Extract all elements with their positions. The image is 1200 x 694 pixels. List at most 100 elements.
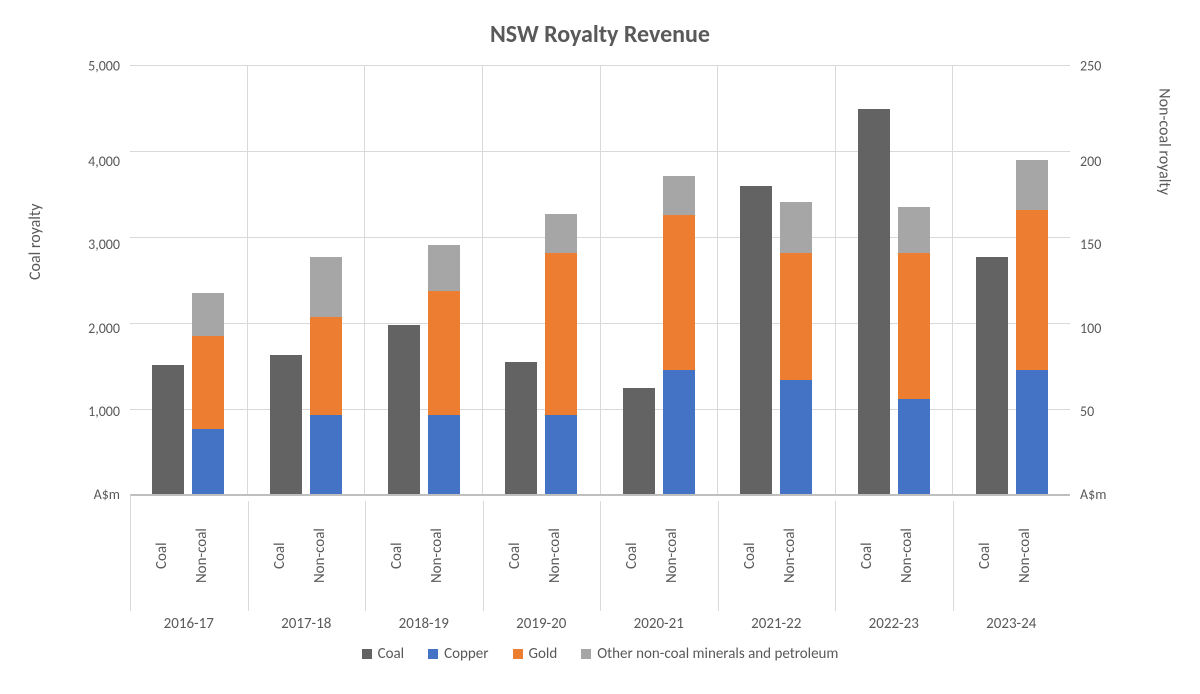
gold-segment bbox=[545, 253, 577, 415]
noncoal-bar bbox=[428, 245, 460, 494]
coal-bar bbox=[623, 388, 655, 494]
year-label: 2018-19 bbox=[365, 615, 483, 633]
y-left-tick: A$m bbox=[94, 488, 120, 502]
chart-title: NSW Royalty Revenue bbox=[20, 20, 1180, 49]
x-subgroup: CoalNon-coal bbox=[954, 501, 1071, 611]
sub-label: Non-coal bbox=[546, 501, 578, 611]
y-right-tick: 50 bbox=[1080, 405, 1094, 419]
copper-segment bbox=[663, 370, 695, 494]
coal-bar bbox=[740, 186, 772, 494]
year-label: 2023-24 bbox=[953, 615, 1071, 633]
y-right-tick: 150 bbox=[1080, 238, 1101, 252]
sub-label: Coal bbox=[741, 501, 773, 611]
x-subgroup: CoalNon-coal bbox=[719, 501, 837, 611]
legend-item-gold: Gold bbox=[513, 645, 558, 663]
other-segment bbox=[1016, 160, 1048, 210]
sub-label: Non-coal bbox=[311, 501, 343, 611]
year-label: 2022-23 bbox=[835, 615, 953, 633]
year-group bbox=[953, 65, 1070, 494]
year-label: 2021-22 bbox=[718, 615, 836, 633]
x-subgroup: CoalNon-coal bbox=[484, 501, 602, 611]
sub-label: Coal bbox=[858, 501, 890, 611]
year-label: 2016-17 bbox=[130, 615, 248, 633]
copper-segment bbox=[898, 399, 930, 494]
sub-label: Coal bbox=[153, 501, 185, 611]
coal-bar bbox=[976, 257, 1008, 494]
coal-segment bbox=[270, 355, 302, 494]
coal-segment bbox=[740, 186, 772, 494]
coal-bar bbox=[152, 365, 184, 494]
noncoal-bar bbox=[663, 176, 695, 494]
legend-swatch bbox=[362, 649, 372, 659]
year-group bbox=[483, 65, 601, 494]
noncoal-bar bbox=[192, 293, 224, 494]
sub-label: Non-coal bbox=[428, 501, 460, 611]
sub-label: Non-coal bbox=[898, 501, 930, 611]
gold-segment bbox=[898, 253, 930, 399]
copper-segment bbox=[545, 415, 577, 494]
y-left-tick: 2,000 bbox=[88, 322, 120, 336]
y-left-tick: 4,000 bbox=[88, 155, 120, 169]
gold-segment bbox=[663, 215, 695, 370]
noncoal-bar bbox=[898, 207, 930, 494]
other-segment bbox=[898, 207, 930, 253]
sub-label: Coal bbox=[506, 501, 538, 611]
coal-segment bbox=[388, 325, 420, 494]
noncoal-bar bbox=[545, 214, 577, 494]
sub-label: Coal bbox=[271, 501, 303, 611]
sub-label: Coal bbox=[388, 501, 420, 611]
year-group bbox=[601, 65, 719, 494]
coal-bar bbox=[505, 362, 537, 494]
x-subgroup: CoalNon-coal bbox=[131, 501, 249, 611]
legend-swatch bbox=[428, 649, 438, 659]
coal-segment bbox=[623, 388, 655, 494]
coal-segment bbox=[152, 365, 184, 494]
chart-container: NSW Royalty Revenue Coal royalty Non-coa… bbox=[20, 20, 1180, 674]
other-segment bbox=[192, 293, 224, 336]
y-right-tick: A$m bbox=[1080, 488, 1106, 502]
x-subgroup: CoalNon-coal bbox=[601, 501, 719, 611]
sub-label: Coal bbox=[623, 501, 655, 611]
y-left-title: Coal royalty bbox=[26, 203, 45, 280]
noncoal-bar bbox=[1016, 160, 1048, 494]
legend-swatch bbox=[513, 649, 523, 659]
x-subgroup: CoalNon-coal bbox=[249, 501, 367, 611]
y-right-tick: 100 bbox=[1080, 322, 1101, 336]
other-segment bbox=[545, 214, 577, 254]
other-segment bbox=[780, 202, 812, 254]
year-label: 2017-18 bbox=[248, 615, 366, 633]
other-segment bbox=[663, 176, 695, 216]
gold-segment bbox=[428, 291, 460, 415]
gold-segment bbox=[1016, 210, 1048, 370]
sub-label: Non-coal bbox=[781, 501, 813, 611]
x-year-row: 2016-172017-182018-192019-202020-212021-… bbox=[130, 615, 1070, 633]
y-right-tick: 250 bbox=[1080, 59, 1101, 73]
coal-segment bbox=[505, 362, 537, 494]
x-subgroup: CoalNon-coal bbox=[836, 501, 954, 611]
copper-segment bbox=[192, 429, 224, 494]
legend-label: Coal bbox=[378, 645, 405, 663]
sub-label: Non-coal bbox=[1016, 501, 1048, 611]
legend-item-copper: Copper bbox=[428, 645, 488, 663]
copper-segment bbox=[310, 415, 342, 494]
other-segment bbox=[428, 245, 460, 291]
gold-segment bbox=[780, 253, 812, 380]
legend-item-coal: Coal bbox=[362, 645, 405, 663]
other-segment bbox=[310, 257, 342, 317]
y-right-tick: 200 bbox=[1080, 155, 1101, 169]
sub-label: Non-coal bbox=[663, 501, 695, 611]
y-left-tick: 3,000 bbox=[88, 238, 120, 252]
x-sublabel-row: CoalNon-coalCoalNon-coalCoalNon-coalCoal… bbox=[130, 495, 1070, 611]
year-group bbox=[836, 65, 954, 494]
copper-segment bbox=[428, 415, 460, 494]
sub-label: Non-coal bbox=[193, 501, 225, 611]
noncoal-bar bbox=[310, 257, 342, 494]
year-group bbox=[365, 65, 483, 494]
copper-segment bbox=[1016, 370, 1048, 494]
legend-item-other: Other non-coal minerals and petroleum bbox=[581, 645, 838, 663]
coal-bar bbox=[858, 109, 890, 494]
year-group bbox=[718, 65, 836, 494]
legend-swatch bbox=[581, 649, 591, 659]
y-right-title: Non-coal royalty bbox=[1155, 88, 1174, 195]
y-left-tick: 1,000 bbox=[88, 405, 120, 419]
